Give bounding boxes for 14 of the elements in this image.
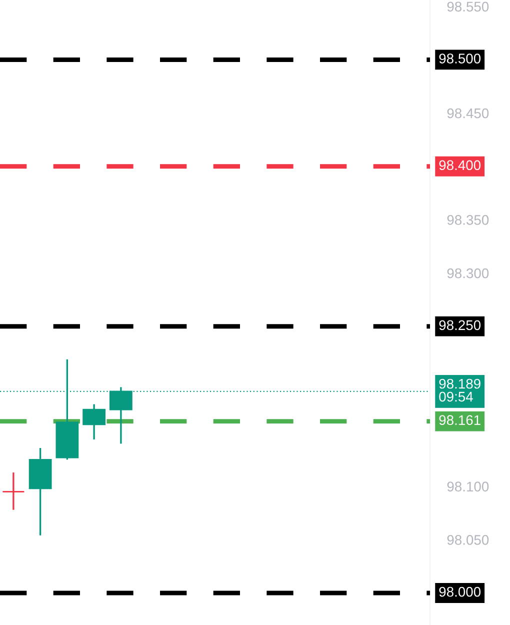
y-tick-label: 98.300 bbox=[447, 268, 489, 278]
ref-line-label: 98.189 09:54 bbox=[439, 378, 480, 402]
candlestick bbox=[82, 403, 106, 440]
y-tick-label: 98.050 bbox=[447, 535, 489, 545]
ref-line-label: 98.250 bbox=[439, 320, 481, 330]
y-tick-label: 98.100 bbox=[447, 482, 489, 492]
y-tick-label: 98.450 bbox=[447, 108, 489, 118]
y-tick-label: 98.350 bbox=[447, 215, 489, 225]
ref-line-label: 98.161 bbox=[439, 415, 480, 426]
ref-line-label: 98.500 bbox=[439, 54, 481, 64]
ref-line-label: 98.000 bbox=[439, 586, 481, 597]
ref-line-label: 98.400 bbox=[439, 160, 481, 170]
y-tick-label: 98.550 bbox=[447, 2, 489, 12]
candlestick bbox=[2, 472, 25, 511]
